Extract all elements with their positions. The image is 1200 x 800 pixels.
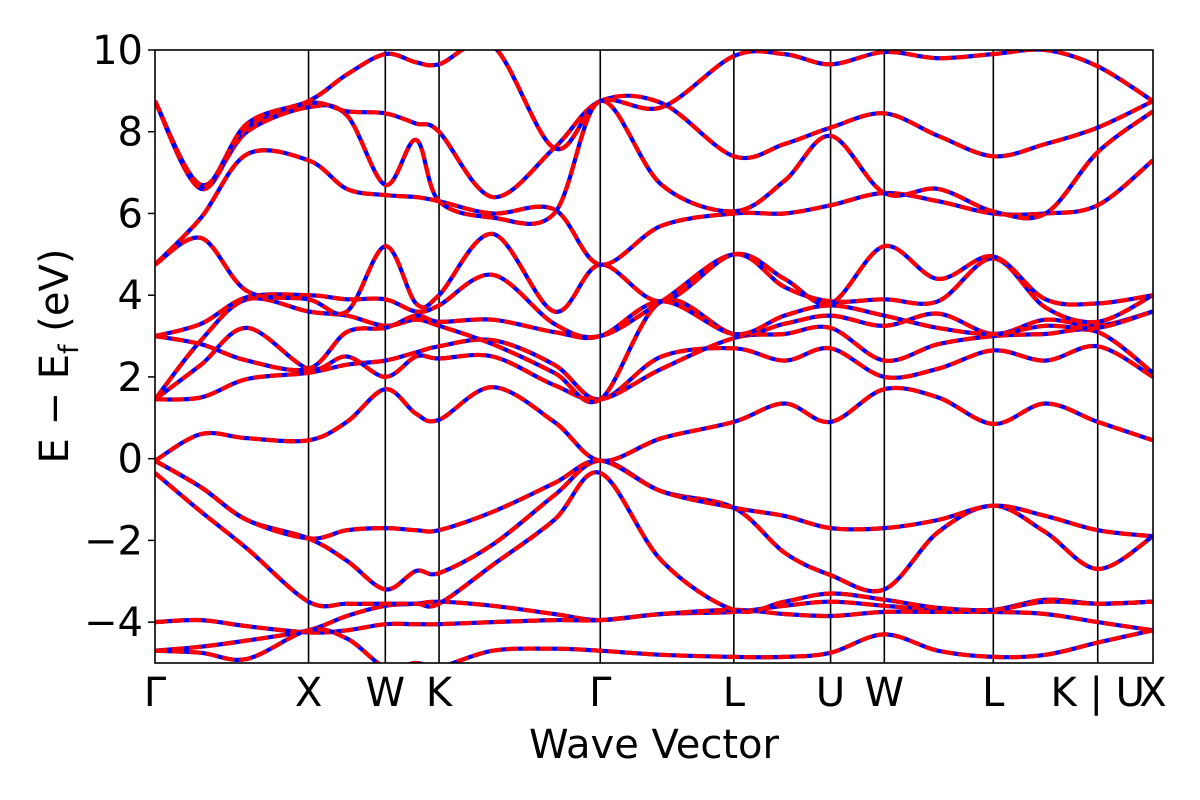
y-axis-label-unit: (eV) (32, 249, 78, 345)
x-axis-label: Wave Vector (529, 722, 780, 768)
x-tick-label-8: L (982, 670, 1005, 716)
band-solid-5 (155, 458, 1153, 541)
y-tick-label-6: 8 (118, 110, 143, 156)
x-tick-label-10: X (1139, 670, 1166, 716)
y-tick-label-5: 6 (118, 191, 143, 237)
band-dashed-6 (155, 384, 1153, 463)
band-solid-16 (155, 50, 1153, 189)
y-tick-label-1: −2 (84, 518, 143, 564)
band-solid-13 (155, 148, 1153, 267)
y-tick-label-3: 2 (118, 355, 143, 401)
y-axis-label-main: E − E (32, 354, 78, 464)
plot-frame (154, 49, 1154, 664)
y-tick-label-7: 10 (92, 28, 143, 74)
band-solid-14 (155, 98, 1153, 226)
x-tick-label-1: X (295, 670, 322, 716)
y-tick-label-0: −4 (84, 600, 143, 646)
band-dashed-12 (155, 231, 1153, 316)
band-dashed-11 (155, 252, 1153, 340)
band-dashed-2 (155, 627, 1153, 663)
y-tick-label-4: 4 (118, 273, 143, 319)
band-solid-8 (155, 324, 1153, 402)
high-symmetry-lines (307, 50, 1099, 663)
band-solid-3 (155, 470, 1153, 614)
band-dashed-9 (155, 296, 1153, 405)
band-solid-4 (155, 458, 1153, 594)
band-dashed-16 (155, 50, 1153, 189)
y-tick-label-2: 0 (118, 437, 143, 483)
band-dashed-7 (155, 337, 1153, 402)
band-lines (155, 50, 1153, 663)
y-axis-label: E − Ef (eV) (32, 249, 85, 464)
band-dashed-4 (155, 458, 1153, 594)
band-dashed-8 (155, 324, 1153, 402)
band-dashed-14 (155, 98, 1153, 226)
band-solid-15 (155, 93, 1153, 200)
band-dashed-3 (155, 470, 1153, 614)
x-tick-label-5: L (723, 670, 746, 716)
y-axis-label-subscript: f (54, 343, 85, 354)
band-dashed-10 (155, 299, 1153, 373)
x-tick-label-2: W (366, 670, 406, 716)
band-solid-11 (155, 252, 1153, 340)
x-tick-label-0: Γ (144, 670, 167, 716)
x-tick-label-9: K | U (1051, 670, 1145, 716)
x-tick-label-4: Γ (589, 670, 612, 716)
band-dashed-13 (155, 148, 1153, 267)
band-dashed-5 (155, 458, 1153, 541)
x-tick-label-3: K (426, 670, 454, 716)
x-tick-label-6: U (816, 670, 845, 716)
x-tick-label-7: W (865, 670, 905, 716)
y-axis-ticks: −4 −2 0 2 4 6 8 10 (84, 28, 155, 646)
band-dashed-15 (155, 93, 1153, 200)
